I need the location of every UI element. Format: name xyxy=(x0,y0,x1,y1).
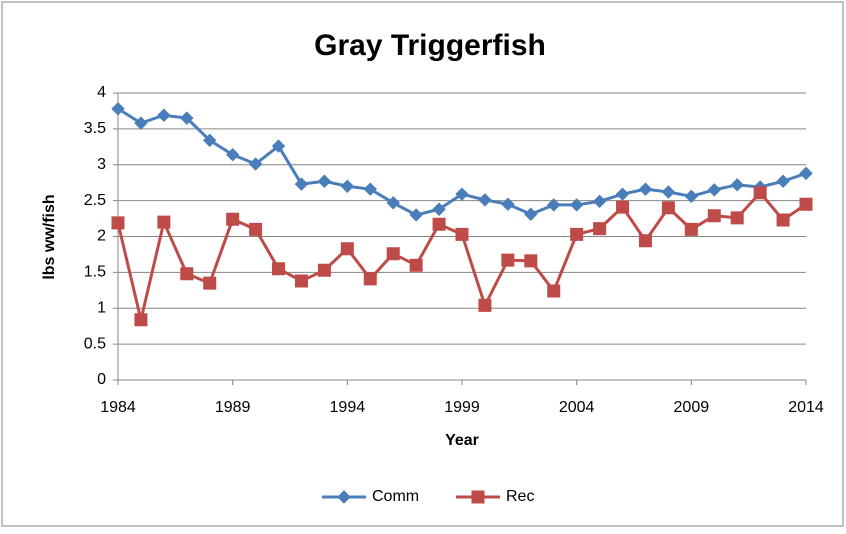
data-point xyxy=(409,258,423,272)
x-tick-label: 2009 xyxy=(674,399,710,416)
x-tick-label: 2004 xyxy=(559,399,595,416)
y-tick-label: 3 xyxy=(97,156,106,173)
data-point xyxy=(134,116,148,130)
data-point xyxy=(570,227,584,241)
data-point xyxy=(180,267,194,281)
y-tick-label: 0 xyxy=(97,371,106,388)
data-point xyxy=(547,198,561,212)
data-point xyxy=(753,186,767,200)
data-point xyxy=(386,196,400,210)
data-point xyxy=(180,111,194,125)
data-point xyxy=(730,178,744,192)
y-tick-label: 2 xyxy=(97,228,106,245)
data-point xyxy=(615,187,630,201)
y-tick-label: 1 xyxy=(97,299,106,316)
data-point xyxy=(547,284,561,298)
data-point xyxy=(501,197,515,211)
data-point xyxy=(317,263,331,277)
data-point xyxy=(340,242,354,256)
y-axis-label: lbs ww/fish xyxy=(41,194,58,279)
data-point xyxy=(661,185,676,199)
x-tick-label: 1994 xyxy=(330,399,366,416)
legend-marker xyxy=(337,490,351,504)
x-tick-label: 1999 xyxy=(444,399,480,416)
y-tick-label: 3.5 xyxy=(84,120,106,137)
data-point xyxy=(661,201,675,215)
data-point xyxy=(386,247,400,261)
data-point xyxy=(730,211,744,225)
data-point xyxy=(363,272,377,286)
x-tick-label: 2014 xyxy=(788,399,824,416)
chart-title: Gray Triggerfish xyxy=(314,29,546,62)
data-point xyxy=(592,194,607,209)
legend-label: Rec xyxy=(506,488,534,505)
x-tick-label: 1989 xyxy=(215,399,251,416)
data-point xyxy=(684,189,699,204)
data-point xyxy=(638,234,652,248)
data-point xyxy=(799,197,813,211)
x-axis-label: Year xyxy=(445,432,479,449)
data-point xyxy=(776,174,790,188)
data-point xyxy=(226,212,240,226)
data-point xyxy=(776,213,790,227)
y-tick-label: 4 xyxy=(97,84,106,101)
data-point xyxy=(455,227,469,241)
data-point xyxy=(272,262,286,276)
data-point xyxy=(157,108,171,122)
data-point xyxy=(501,253,515,267)
data-point xyxy=(157,215,171,229)
data-point xyxy=(271,139,286,153)
data-point xyxy=(799,166,813,181)
data-point xyxy=(248,157,263,171)
x-tick-label: 1984 xyxy=(100,399,136,416)
data-point xyxy=(455,187,469,201)
data-point xyxy=(638,182,653,196)
data-point xyxy=(111,102,125,116)
data-point xyxy=(294,274,308,288)
data-point xyxy=(593,222,607,236)
y-tick-label: 0.5 xyxy=(84,335,106,352)
data-point xyxy=(409,208,423,222)
data-point xyxy=(134,313,148,327)
legend-label: Comm xyxy=(372,488,419,505)
data-point xyxy=(111,216,125,230)
data-point xyxy=(225,147,240,162)
legend-marker xyxy=(471,490,485,504)
data-point xyxy=(707,209,721,223)
data-point xyxy=(249,222,263,236)
data-point xyxy=(294,177,309,191)
data-point xyxy=(478,193,492,207)
y-tick-label: 1.5 xyxy=(84,264,106,281)
y-tick-label: 2.5 xyxy=(84,192,106,209)
data-point xyxy=(524,207,538,221)
data-point xyxy=(432,202,446,216)
data-point xyxy=(569,198,584,212)
data-point xyxy=(203,133,217,148)
data-point xyxy=(203,276,217,290)
data-point xyxy=(432,217,446,231)
data-point xyxy=(317,174,332,188)
data-point xyxy=(707,183,721,197)
data-point xyxy=(616,200,630,214)
data-point xyxy=(684,222,698,236)
data-point xyxy=(340,179,355,193)
data-point xyxy=(363,182,377,196)
data-point xyxy=(478,298,492,312)
data-point xyxy=(524,254,538,268)
